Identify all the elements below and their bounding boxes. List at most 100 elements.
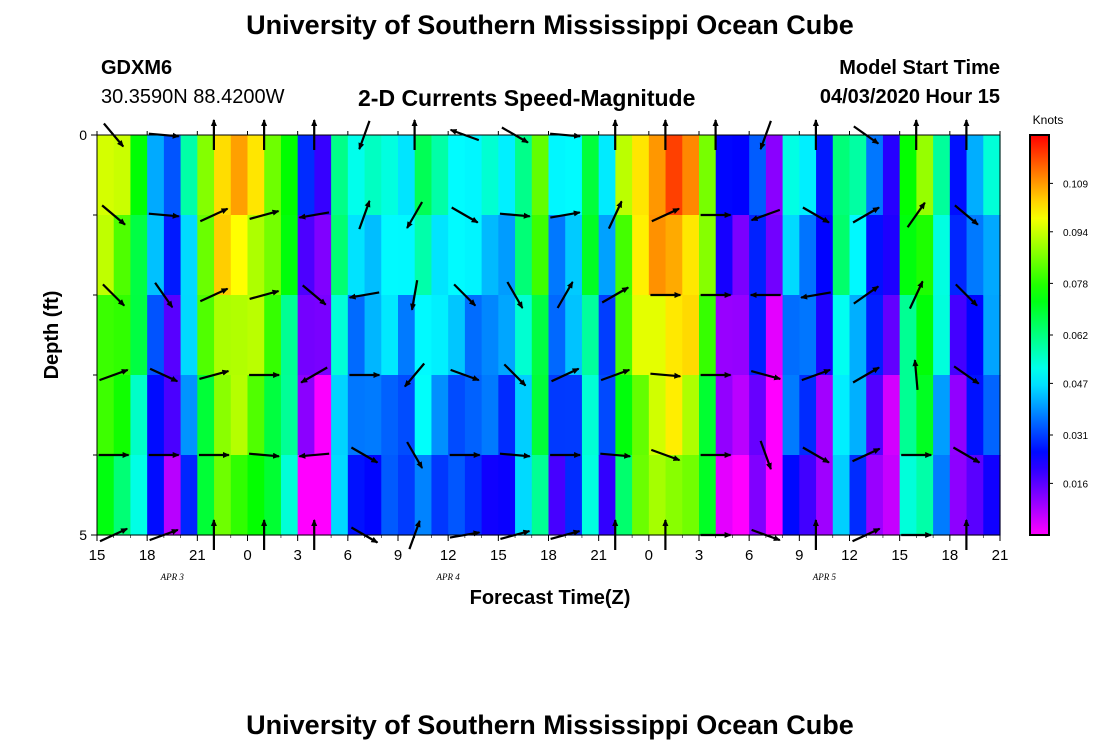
heatmap-cell — [230, 375, 249, 456]
current-vector-arrow — [800, 291, 831, 300]
current-vector-arrow — [298, 452, 330, 459]
axes: Forecast Time(Z) Depth (ft) 15 18 21 0 3 6 9 12… — [41, 127, 1008, 609]
current-vector-arrow — [102, 283, 125, 307]
heatmap-cell — [364, 135, 382, 216]
colorbar-tick-label: 0.031 — [1063, 431, 1088, 442]
heatmap-cell — [665, 295, 683, 376]
heatmap-cell — [163, 455, 182, 536]
heatmap-cell — [280, 455, 299, 536]
x-tick-label: 6 — [745, 547, 753, 564]
heatmap-cell — [799, 375, 817, 456]
model-start-label: Model Start Time — [839, 57, 1000, 79]
current-vector-arrow — [651, 207, 680, 223]
current-vector-arrow — [406, 441, 424, 469]
heatmap-cell — [866, 455, 884, 536]
heatmap-cell — [515, 215, 533, 296]
heatmap-cell — [481, 295, 499, 376]
heatmap-cell — [331, 215, 349, 296]
heatmap-cell — [715, 135, 734, 216]
heatmap-cell — [648, 215, 667, 296]
current-vector-arrow — [453, 283, 477, 307]
heatmap-cell — [765, 455, 784, 536]
heatmap-cell — [983, 375, 1001, 456]
heatmap-cell — [732, 135, 750, 216]
heatmap-cell — [448, 215, 466, 296]
heatmap-cell — [113, 455, 132, 536]
heatmap-cell — [665, 135, 683, 216]
heatmap-cell — [247, 135, 265, 216]
heatmap-cell — [314, 455, 332, 536]
heatmap-cell — [214, 455, 232, 536]
heatmap-cell — [314, 295, 332, 376]
heatmap-cell — [749, 455, 767, 536]
heatmap-cell — [749, 295, 767, 376]
heatmap-cell — [130, 455, 148, 536]
heatmap-cell — [464, 295, 483, 376]
heatmap-cell — [782, 215, 800, 296]
heatmap-cell — [933, 215, 951, 296]
current-vector-arrow — [750, 208, 781, 222]
heatmap-cell — [163, 135, 182, 216]
heatmap-cell — [448, 135, 466, 216]
current-vector-arrow — [406, 201, 424, 229]
heatmap-cell — [97, 215, 115, 296]
current-vector-arrow — [154, 282, 174, 309]
heatmap-cell — [331, 295, 349, 376]
heatmap-cell — [882, 135, 901, 216]
heatmap-cell — [632, 295, 650, 376]
heatmap-cell — [481, 455, 499, 536]
heatmap-cell — [214, 295, 232, 376]
colorbar: Knots 0.109 0.094 0.078 0.062 0.047 0.031 0.01… — [1029, 113, 1088, 536]
heatmap-cell — [113, 215, 132, 296]
heatmap-cell — [531, 135, 550, 216]
heatmap-cell — [364, 295, 382, 376]
heatmap-cell — [933, 295, 951, 376]
current-vector-arrow — [404, 362, 426, 388]
heatmap-cell — [899, 455, 917, 536]
heatmap-cell — [581, 375, 600, 456]
x-tick-label: 21 — [189, 547, 206, 564]
heatmap-cell — [498, 135, 516, 216]
heatmap-cell — [398, 295, 416, 376]
heatmap-cell — [732, 295, 750, 376]
heatmap-cell — [515, 135, 533, 216]
heatmap-cell — [498, 455, 516, 536]
heatmap-cell — [916, 375, 934, 456]
heatmap — [97, 135, 1001, 536]
heatmap-cell — [632, 455, 650, 536]
heatmap-cell — [916, 295, 934, 376]
heatmap-cell — [515, 295, 533, 376]
heatmap-cell — [966, 215, 984, 296]
heatmap-cell — [882, 455, 901, 536]
current-vector-arrow — [953, 365, 980, 385]
heatmap-cell — [949, 135, 968, 216]
heatmap-cell — [949, 295, 968, 376]
heatmap-cell — [264, 375, 282, 456]
current-vector-arrow — [802, 206, 830, 224]
page-title: University of Southern Mississippi Ocean… — [246, 10, 854, 40]
heatmap-cell — [983, 135, 1001, 216]
heatmap-cell — [314, 215, 332, 296]
current-vector-arrow — [300, 366, 328, 384]
colorbar-gradient — [1029, 134, 1050, 536]
heatmap-cell — [632, 135, 650, 216]
colorbar-tick-label: 0.094 — [1063, 228, 1088, 239]
station-coordinates: 30.3590N 88.4200W — [101, 86, 285, 108]
current-vector-arrow — [601, 286, 630, 304]
current-vector-arrow — [852, 366, 880, 384]
heatmap-cell — [916, 455, 934, 536]
heatmap-cell — [899, 135, 917, 216]
heatmap-cell — [331, 375, 349, 456]
current-vector-arrow — [801, 368, 831, 382]
current-vector-arrow — [600, 452, 632, 459]
x-tick-label: 3 — [695, 547, 703, 564]
heatmap-cell — [832, 455, 851, 536]
x-tick-label: 18 — [941, 547, 958, 564]
heatmap-cell — [331, 455, 349, 536]
heatmap-cell — [431, 215, 449, 296]
heatmap-cell — [565, 135, 583, 216]
heatmap-cell — [180, 375, 198, 456]
heatmap-cell — [648, 375, 667, 456]
heatmap-cell — [498, 295, 516, 376]
date-label: APR 3 — [160, 572, 185, 582]
